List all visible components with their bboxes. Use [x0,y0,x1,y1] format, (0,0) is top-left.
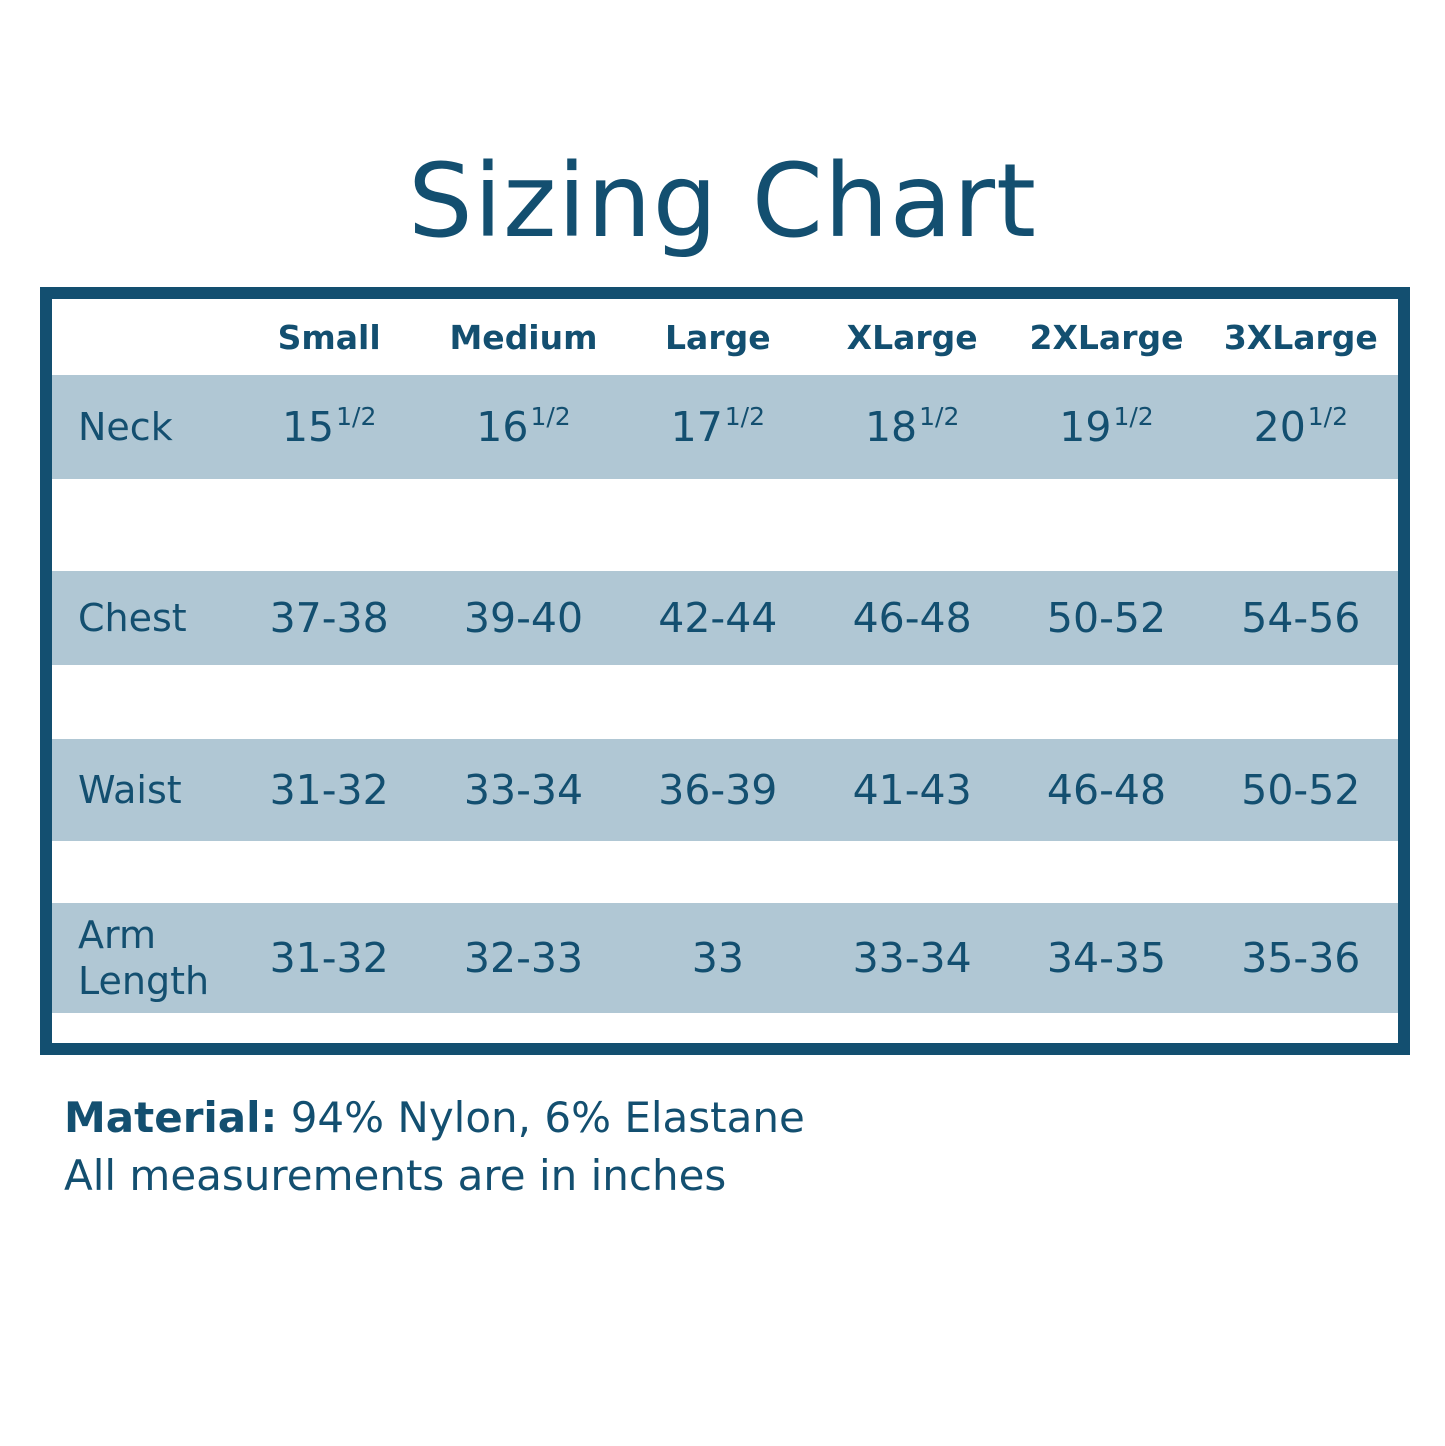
cell-arm-xlarge: 33-34 [852,934,972,982]
material-label: Material: [64,1093,278,1142]
table-row-arm-length: Arm Length 31-32 32-33 33 33-34 34-35 35… [52,903,1398,1013]
cell-neck-small: 151/2 [281,402,377,451]
cell-waist-2xlarge: 46-48 [1046,766,1167,814]
header-cell-small: Small [277,317,381,357]
table-row-chest: Chest 37-38 39-40 42-44 46-48 50-52 54-5… [52,571,1398,665]
header-cell-3xlarge: 3XLarge [1223,317,1378,357]
cell-arm-medium: 32-33 [463,934,584,982]
table-spacer [52,841,1398,903]
cell-neck-3xlarge: 201/2 [1253,402,1349,451]
row-label-arm-length: Arm Length [78,912,210,1003]
cell-chest-2xlarge: 50-52 [1046,594,1167,642]
header-cell-medium: Medium [449,317,598,357]
row-label-waist: Waist [78,767,182,812]
table-row-neck: Neck 151/2 161/2 171/2 181/2 191/2 201/2 [52,375,1398,479]
table-row-waist: Waist 31-32 33-34 36-39 41-43 46-48 50-5… [52,739,1398,841]
material-line: Material: 94% Nylon, 6% Elastane [64,1089,805,1147]
footer-notes: Material: 94% Nylon, 6% Elastane All mea… [64,1089,805,1205]
cell-waist-large: 36-39 [658,766,778,814]
table-spacer [52,665,1398,739]
cell-neck-xlarge: 181/2 [864,402,960,451]
header-cell-large: Large [665,317,771,357]
sizing-table: Small Medium Large XLarge 2XLarge 3XLarg… [40,287,1410,1055]
material-value: 94% Nylon, 6% Elastane [277,1093,805,1142]
cell-arm-2xlarge: 34-35 [1046,934,1167,982]
cell-neck-2xlarge: 191/2 [1059,402,1154,451]
table-header-row: Small Medium Large XLarge 2XLarge 3XLarg… [52,299,1398,375]
header-cell-xlarge: XLarge [846,317,978,357]
measurements-note: All measurements are in inches [64,1150,727,1200]
cell-chest-3xlarge: 54-56 [1241,594,1361,642]
cell-neck-large: 171/2 [670,402,766,451]
page-title: Sizing Chart [407,142,1038,261]
cell-neck-medium: 161/2 [476,402,571,451]
cell-waist-3xlarge: 50-52 [1241,766,1361,814]
cell-arm-3xlarge: 35-36 [1241,934,1361,982]
header-cell-2xlarge: 2XLarge [1029,317,1184,357]
cell-waist-xlarge: 41-43 [852,766,972,814]
table-spacer [52,479,1398,571]
cell-chest-small: 37-38 [269,594,389,642]
cell-chest-medium: 39-40 [463,594,584,642]
row-label-neck: Neck [78,404,173,449]
cell-arm-large: 33 [691,934,744,982]
cell-chest-large: 42-44 [658,594,778,642]
cell-waist-medium: 33-34 [463,766,584,814]
cell-chest-xlarge: 46-48 [852,594,972,642]
cell-waist-small: 31-32 [269,766,389,814]
cell-arm-small: 31-32 [269,934,389,982]
row-label-chest: Chest [78,595,187,640]
